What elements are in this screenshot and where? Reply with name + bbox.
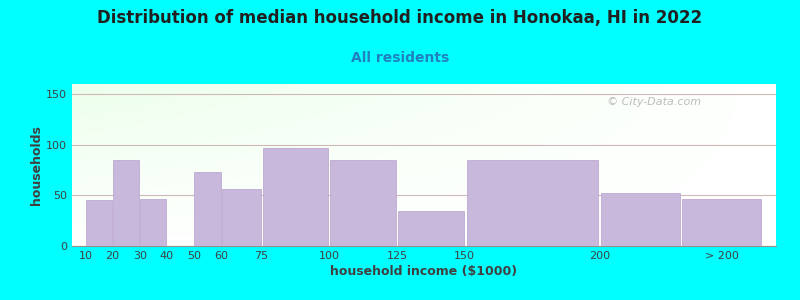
- Bar: [330, 160, 396, 246]
- Bar: [466, 160, 598, 246]
- Bar: [113, 160, 139, 246]
- Bar: [222, 189, 261, 246]
- Y-axis label: households: households: [30, 125, 43, 205]
- X-axis label: household income ($1000): household income ($1000): [330, 265, 518, 278]
- Bar: [86, 200, 112, 246]
- Bar: [682, 200, 762, 246]
- Bar: [602, 194, 680, 246]
- Text: © City-Data.com: © City-Data.com: [607, 97, 701, 107]
- Bar: [194, 172, 221, 246]
- Text: All residents: All residents: [351, 51, 449, 65]
- Bar: [262, 148, 328, 246]
- Bar: [140, 200, 166, 246]
- Bar: [398, 211, 464, 246]
- Text: Distribution of median household income in Honokaa, HI in 2022: Distribution of median household income …: [98, 9, 702, 27]
